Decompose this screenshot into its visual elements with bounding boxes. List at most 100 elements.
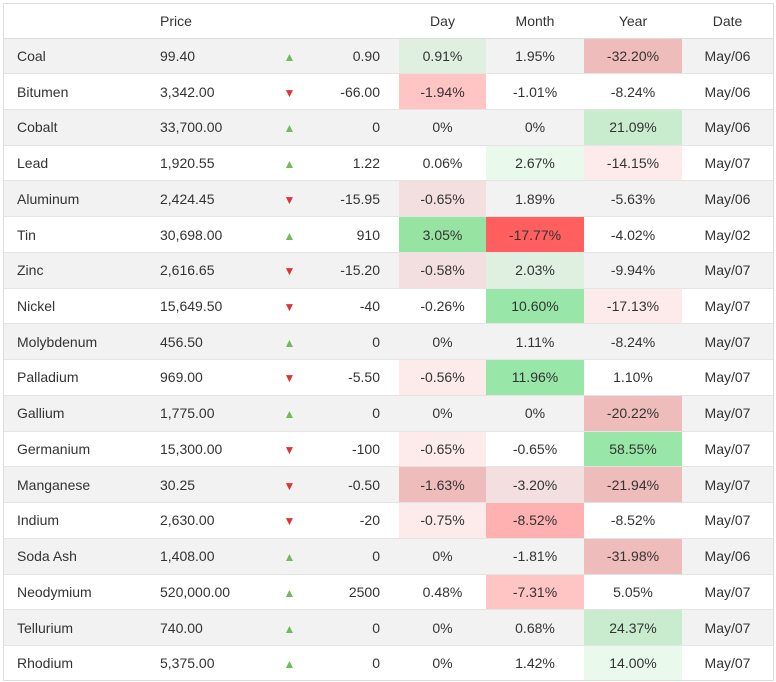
table-body: Coal 99.40 ▲ 0.90 0.91% 1.95% -32.20% May/06 Bit…	[4, 38, 773, 680]
commodity-name-link[interactable]: Germanium	[17, 440, 91, 457]
table-row[interactable]: Manganese 30.25 ▼ -0.50 -1.63% -3.20% -21.94% M…	[4, 466, 773, 503]
date-cell: May/07	[704, 262, 751, 279]
header-change	[312, 4, 399, 39]
day-change-cell: -0.56%	[399, 359, 486, 396]
change-cell: -20	[359, 512, 380, 529]
commodity-name-link[interactable]: Indium	[17, 512, 60, 529]
triangle-up-icon: ▲	[283, 121, 296, 136]
direction-cell: ▲	[267, 38, 312, 74]
triangle-down-icon: ▼	[283, 264, 296, 279]
commodity-name-link[interactable]: Molybdenum	[17, 333, 98, 350]
header-price[interactable]: Price	[157, 4, 267, 39]
day-change-cell: 0.48%	[422, 583, 463, 600]
price-cell: 1,920.55	[160, 155, 215, 172]
day-change-cell: -0.75%	[399, 502, 486, 539]
year-change-cell: 5.05%	[613, 583, 653, 600]
table-row[interactable]: Cobalt 33,700.00 ▲ 0 0% 0% 21.09% May/06	[4, 109, 773, 146]
date-cell: May/07	[704, 405, 751, 422]
table-row[interactable]: Zinc 2,616.65 ▼ -15.20 -0.58% 2.03% -9.94% May/…	[4, 252, 773, 289]
table-row[interactable]: Rhodium 5,375.00 ▲ 0 0% 1.42% 14.00% May/07	[4, 645, 773, 680]
commodity-name-link[interactable]: Gallium	[17, 405, 65, 422]
commodity-name-link[interactable]: Cobalt	[17, 119, 58, 136]
commodity-name-link[interactable]: Lead	[17, 155, 49, 172]
triangle-up-icon: ▲	[283, 228, 296, 243]
header-day[interactable]: Day	[399, 4, 486, 39]
price-cell: 456.50	[160, 333, 203, 350]
change-cell: 0	[372, 655, 380, 672]
table-row[interactable]: Tin 30,698.00 ▲ 910 3.05% -17.77% -4.02% May/02	[4, 216, 773, 253]
date-cell: May/02	[704, 226, 751, 243]
date-cell: May/07	[704, 655, 751, 672]
table-row[interactable]: Soda Ash 1,408.00 ▲ 0 0% -1.81% -31.98% May/06	[4, 538, 773, 575]
direction-cell: ▼	[267, 503, 312, 539]
header-month[interactable]: Month	[486, 4, 584, 39]
year-change-cell: -17.13%	[584, 288, 682, 324]
commodities-table-container: Price Day Month Year Date Coal 99.40 ▲ 0.90…	[3, 3, 774, 681]
commodity-name-link[interactable]: Neodymium	[17, 583, 92, 600]
triangle-up-icon: ▲	[283, 585, 296, 600]
commodities-table: Price Day Month Year Date Coal 99.40 ▲ 0.90…	[4, 4, 773, 680]
table-row[interactable]: Lead 1,920.55 ▲ 1.22 0.06% 2.67% -14.15% May/07	[4, 145, 773, 181]
table-row[interactable]: Tellurium 740.00 ▲ 0 0% 0.68% 24.37% May/07	[4, 609, 773, 646]
table-row[interactable]: Molybdenum 456.50 ▲ 0 0% 1.11% -8.24% May/07	[4, 323, 773, 360]
table-row[interactable]: Nickel 15,649.50 ▼ -40 -0.26% 10.60% -17.13% Ma…	[4, 288, 773, 324]
table-header-row: Price Day Month Year Date	[4, 4, 773, 39]
year-change-cell: -31.98%	[584, 538, 682, 575]
triangle-down-icon: ▼	[283, 478, 296, 493]
day-change-cell: -1.63%	[399, 466, 486, 503]
commodity-name-link[interactable]: Coal	[17, 47, 46, 64]
year-change-cell: -14.15%	[584, 145, 682, 181]
commodity-name-link[interactable]: Aluminum	[17, 190, 80, 207]
year-change-cell: 58.55%	[584, 431, 682, 467]
month-change-cell: -1.01%	[512, 83, 558, 100]
change-cell: 0	[372, 619, 380, 636]
table-row[interactable]: Indium 2,630.00 ▼ -20 -0.75% -8.52% -8.52% May/…	[4, 502, 773, 539]
commodity-name-link[interactable]: Nickel	[17, 298, 56, 314]
year-change-cell: -32.20%	[584, 38, 682, 74]
commodity-name-link[interactable]: Rhodium	[17, 655, 74, 672]
table-row[interactable]: Aluminum 2,424.45 ▼ -15.95 -0.65% 1.89% -5.63%…	[4, 180, 773, 217]
date-cell: May/06	[704, 548, 751, 565]
header-date[interactable]: Date	[682, 4, 773, 39]
commodity-name-link[interactable]: Bitumen	[17, 83, 69, 100]
commodity-name-link[interactable]: Manganese	[17, 476, 91, 493]
date-cell: May/06	[704, 47, 751, 64]
triangle-up-icon: ▲	[283, 550, 296, 565]
commodity-name-link[interactable]: Tin	[17, 226, 36, 243]
change-cell: -15.20	[340, 262, 380, 279]
direction-cell: ▲	[267, 145, 312, 181]
date-cell: May/07	[704, 583, 751, 600]
table-row[interactable]: Palladium 969.00 ▼ -5.50 -0.56% 11.96% 1.10% Ma…	[4, 359, 773, 396]
day-change-cell: -1.94%	[399, 73, 486, 110]
month-change-cell: 10.60%	[486, 288, 584, 324]
day-change-cell: -0.65%	[399, 431, 486, 467]
direction-cell: ▼	[267, 467, 312, 503]
table-row[interactable]: Neodymium 520,000.00 ▲ 2500 0.48% -7.31% 5.05%…	[4, 574, 773, 610]
commodity-name-link[interactable]: Soda Ash	[17, 548, 77, 565]
header-year[interactable]: Year	[584, 4, 682, 39]
table-row[interactable]: Bitumen 3,342.00 ▼ -66.00 -1.94% -1.01% -8.24%…	[4, 73, 773, 110]
triangle-down-icon: ▼	[283, 192, 296, 207]
commodity-name-link[interactable]: Tellurium	[17, 619, 74, 636]
table-row[interactable]: Coal 99.40 ▲ 0.90 0.91% 1.95% -32.20% May/06	[4, 38, 773, 74]
direction-cell: ▼	[267, 288, 312, 324]
year-change-cell: -20.22%	[584, 395, 682, 432]
day-change-cell: -0.65%	[399, 180, 486, 217]
date-cell: May/07	[704, 476, 751, 493]
commodity-name-link[interactable]: Palladium	[17, 369, 79, 386]
commodity-name-link[interactable]: Zinc	[17, 262, 44, 279]
table-row[interactable]: Germanium 15,300.00 ▼ -100 -0.65% -0.65% 58.55…	[4, 431, 773, 467]
day-change-cell: 0.91%	[399, 38, 486, 74]
table-row[interactable]: Gallium 1,775.00 ▲ 0 0% 0% -20.22% May/07	[4, 395, 773, 432]
change-cell: -15.95	[340, 190, 380, 207]
month-change-cell: 2.03%	[486, 252, 584, 289]
price-cell: 740.00	[160, 619, 203, 636]
date-cell: May/06	[704, 190, 751, 207]
price-cell: 2,424.45	[160, 190, 215, 207]
change-cell: -40	[359, 298, 380, 314]
month-change-cell: -3.20%	[486, 466, 584, 503]
triangle-up-icon: ▲	[283, 157, 296, 172]
month-change-cell: 0%	[524, 119, 546, 136]
change-cell: 0	[372, 405, 380, 422]
price-cell: 1,775.00	[160, 405, 215, 422]
